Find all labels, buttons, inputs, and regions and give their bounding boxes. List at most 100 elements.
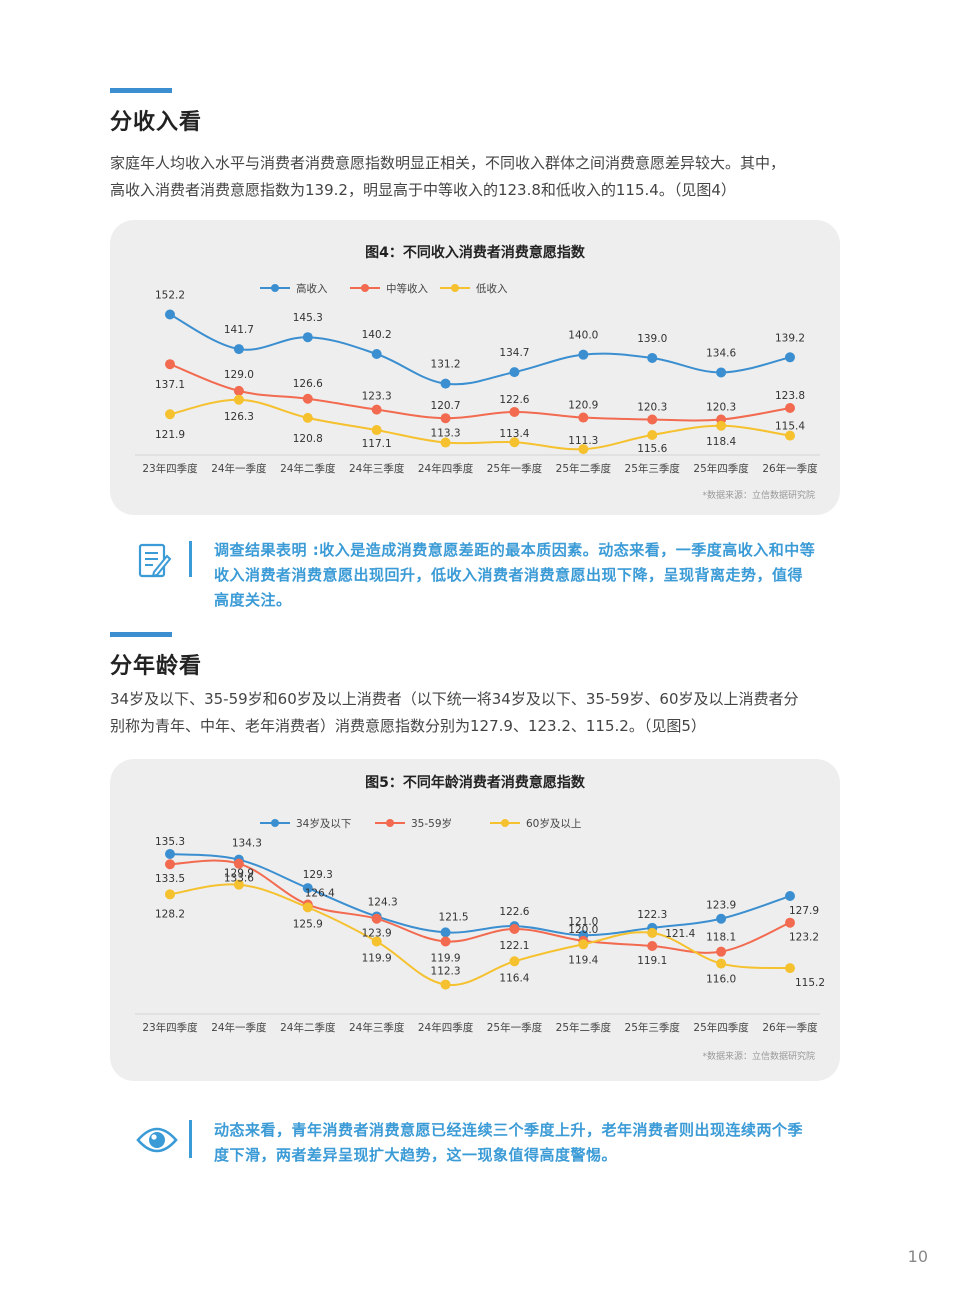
- legend-label: 中等收入: [386, 282, 428, 295]
- data-label: 129.9: [224, 868, 254, 880]
- x-tick-label: 23年四季度: [142, 462, 198, 475]
- data-label: 112.3: [431, 966, 461, 978]
- x-tick-label: 24年二季度: [280, 462, 336, 475]
- legend-label: 34岁及以下: [296, 817, 351, 830]
- section-accent-bar: [110, 88, 172, 93]
- data-source: *数据来源：立信数据研究院: [702, 489, 815, 501]
- data-label: 133.6: [224, 873, 254, 885]
- data-point: [716, 913, 727, 924]
- income-paragraph-line: 高收入消费者消费意愿指数为139.2，明显高于中等收入的123.8和低收入的11…: [110, 181, 736, 199]
- data-label: 116.0: [706, 974, 736, 986]
- data-point: [440, 936, 451, 947]
- data-point: [165, 409, 175, 420]
- data-label: 129.0: [224, 369, 254, 381]
- chart-title: 图5：不同年龄消费者消费意愿指数: [365, 774, 586, 791]
- data-point: [165, 889, 175, 900]
- data-label: 123.2: [789, 932, 819, 944]
- data-point: [509, 406, 520, 417]
- eye-icon: [136, 1124, 178, 1160]
- data-label: 115.4: [775, 421, 805, 433]
- data-label: 134.6: [706, 347, 736, 359]
- data-label: 122.1: [499, 940, 529, 952]
- data-point: [578, 444, 589, 455]
- data-label: 137.1: [155, 379, 185, 391]
- data-point: [578, 412, 589, 423]
- legend-marker: [271, 284, 279, 292]
- data-point: [371, 349, 382, 360]
- x-tick-label: 24年四季度: [418, 1021, 474, 1034]
- data-point: [165, 859, 175, 870]
- data-point: [716, 946, 727, 957]
- data-label: 141.7: [224, 324, 254, 336]
- data-label: 135.3: [155, 836, 185, 848]
- data-point: [647, 414, 658, 425]
- data-point: [716, 420, 727, 431]
- data-point: [302, 883, 313, 894]
- legend-label: 低收入: [476, 282, 508, 295]
- data-label: 117.1: [362, 438, 392, 450]
- series-line: [169, 853, 791, 937]
- data-point: [302, 412, 313, 423]
- data-point: [647, 940, 658, 951]
- data-label: 122.6: [499, 906, 529, 918]
- age-paragraph-line: 34岁及以下、35-59岁和60岁及以上消费者（以下统一将34岁及以下、35-5…: [110, 690, 799, 708]
- legend-marker: [501, 819, 509, 827]
- data-point: [716, 367, 727, 378]
- data-label: 123.3: [362, 391, 392, 403]
- data-label: 115.2: [795, 977, 825, 989]
- legend-marker: [451, 284, 459, 292]
- data-label: 118.1: [706, 932, 736, 944]
- data-point: [785, 402, 795, 413]
- data-label: 116.4: [499, 972, 529, 984]
- note-age: 动态来看，青年消费者消费意愿已经连续三个季度上升，老年消费者则出现连续两个季 度…: [214, 1118, 844, 1168]
- data-point: [440, 378, 451, 389]
- data-label: 111.3: [568, 435, 598, 447]
- data-point: [233, 879, 244, 890]
- x-tick-label: 24年四季度: [418, 462, 474, 475]
- data-label: 120.7: [431, 400, 461, 412]
- data-label: 120.3: [706, 402, 736, 414]
- data-point: [233, 858, 244, 869]
- series-line: [169, 883, 791, 986]
- data-point: [371, 404, 382, 415]
- age-chart: 图5：不同年龄消费者消费意愿指数 34岁及以下 35-59岁 60岁及以上 23年四季度…: [110, 759, 840, 1081]
- data-label: 123.9: [706, 900, 736, 912]
- x-tick-label: 25年二季度: [556, 462, 612, 475]
- data-label: 133.5: [155, 873, 185, 885]
- legend-label: 35-59岁: [411, 817, 452, 830]
- data-label: 119.9: [362, 952, 392, 964]
- data-label: 123.8: [775, 390, 805, 402]
- age-paragraph: 34岁及以下、35-59岁和60岁及以上消费者（以下统一将34岁及以下、35-5…: [110, 686, 850, 740]
- data-point: [578, 349, 589, 360]
- data-label: 145.3: [293, 312, 323, 324]
- page-number: 10: [907, 1247, 928, 1266]
- data-point: [716, 958, 727, 969]
- data-point: [647, 352, 658, 363]
- data-point: [371, 425, 382, 436]
- data-label: 120.8: [293, 433, 323, 445]
- income-paragraph: 家庭年人均收入水平与消费者消费意愿指数明显正相关，不同收入群体之间消费意愿差异较…: [110, 150, 850, 204]
- data-label: 127.9: [789, 905, 819, 917]
- data-point: [233, 394, 244, 405]
- data-point: [233, 385, 244, 396]
- data-point: [647, 927, 658, 938]
- legend-item: 34岁及以下: [260, 817, 351, 830]
- data-label: 122.3: [637, 909, 667, 921]
- data-point: [647, 429, 658, 440]
- x-tick-label: 26年一季度: [762, 1021, 818, 1034]
- data-label: 120.9: [568, 400, 598, 412]
- x-tick-label: 23年四季度: [142, 1021, 198, 1034]
- note-divider: [189, 541, 192, 577]
- data-point: [509, 367, 520, 378]
- note-line: 动态来看，青年消费者消费意愿已经连续三个季度上升，老年消费者则出现连续两个季: [214, 1121, 804, 1139]
- data-label: 126.4: [305, 888, 335, 900]
- data-point: [302, 332, 313, 343]
- x-tick-label: 24年一季度: [211, 1021, 267, 1034]
- data-label: 121.5: [439, 911, 469, 923]
- data-label: 152.2: [155, 290, 185, 302]
- legend-item: 35-59岁: [375, 817, 452, 830]
- legend-label: 高收入: [296, 282, 328, 295]
- legend-item: 中等收入: [350, 282, 428, 295]
- data-label: 140.0: [568, 330, 598, 342]
